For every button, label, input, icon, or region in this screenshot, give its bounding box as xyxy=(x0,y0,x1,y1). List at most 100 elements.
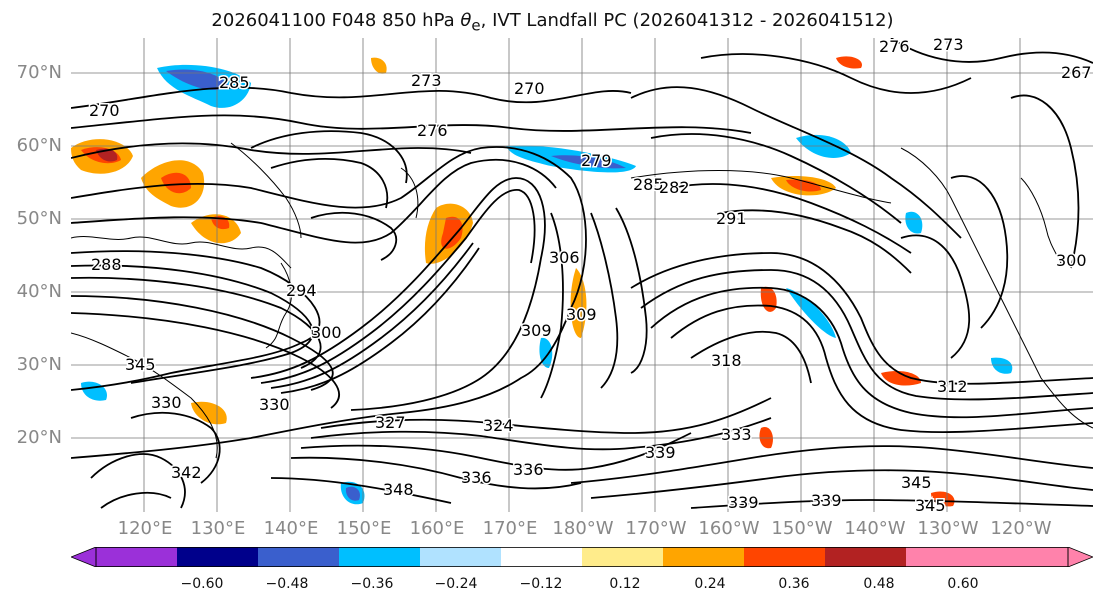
contour-line xyxy=(310,417,772,451)
shade-blob xyxy=(786,179,821,192)
contour-label: 333 xyxy=(721,425,752,444)
contour-label: 324 xyxy=(483,416,514,435)
contour-label: 270 xyxy=(89,101,120,120)
colorbar-segment xyxy=(663,547,745,567)
lon-label: 140°W xyxy=(844,518,906,539)
lat-label: 40°N xyxy=(16,281,62,302)
theta-e-contours xyxy=(71,38,1093,509)
colorbar-segment xyxy=(582,547,664,567)
contour-label: 282 xyxy=(659,178,690,197)
contour-line xyxy=(280,247,480,394)
coastline xyxy=(1020,177,1062,264)
coastline xyxy=(71,332,218,459)
colorbar-segment xyxy=(177,547,259,567)
lat-label: 60°N xyxy=(16,135,62,156)
contour-line xyxy=(950,175,1009,329)
colorbar-tick-label: −0.36 xyxy=(350,576,394,592)
shade-blob xyxy=(441,216,463,249)
contour-line xyxy=(720,209,912,274)
coastline xyxy=(900,147,1093,429)
colorbar-tick-label: −0.60 xyxy=(180,576,224,592)
contour-label: 336 xyxy=(513,460,544,479)
contour-line xyxy=(615,207,648,374)
contour-labels: 276 273 273 270 270 276 279 285 291 288 294 300 306 3… xyxy=(88,38,1094,512)
lon-label: 150°W xyxy=(771,518,833,539)
contour-label: 300 xyxy=(1056,251,1087,270)
lon-label: 120°W xyxy=(990,518,1052,539)
shade-blob xyxy=(796,134,851,158)
contour-line xyxy=(900,234,971,359)
lon-label: 120°E xyxy=(117,518,173,539)
contour-line xyxy=(650,286,1093,419)
colorbar-segment xyxy=(96,547,178,567)
shade-blob xyxy=(836,56,862,69)
colorbar-max-extend xyxy=(1067,547,1093,567)
graticule xyxy=(71,38,1093,512)
contour-line xyxy=(90,453,186,509)
contour-label: 348 xyxy=(383,480,414,499)
colorbar-segment xyxy=(339,547,421,567)
contour-line xyxy=(590,469,1093,499)
shade-blob xyxy=(570,268,587,338)
contour-line xyxy=(71,312,340,409)
shade-blob xyxy=(345,486,360,501)
lon-label: 130°W xyxy=(917,518,979,539)
contour-line xyxy=(71,250,321,391)
contour-line xyxy=(71,295,334,391)
contour-line xyxy=(260,189,536,384)
contour-label: 345 xyxy=(125,355,156,374)
contour-label: 306 xyxy=(549,248,580,267)
lon-label: 160°W xyxy=(698,518,760,539)
colorbar-tick-label: −0.12 xyxy=(519,576,563,592)
colorbar-tick-label: 0.12 xyxy=(609,576,641,592)
contour-line xyxy=(270,242,474,389)
shade-blob xyxy=(905,211,923,234)
contour-line xyxy=(71,276,322,369)
lon-label: 170°E xyxy=(482,518,538,539)
contour-label: 345 xyxy=(915,496,946,512)
contour-label: 309 xyxy=(566,305,597,324)
coastline xyxy=(630,170,892,204)
shade-blob xyxy=(881,371,921,386)
contour-label: 273 xyxy=(933,38,964,54)
colorbar-segment xyxy=(258,547,340,567)
contour-line xyxy=(690,330,812,384)
contour-line xyxy=(270,157,389,209)
coastline xyxy=(71,236,292,269)
contour-line xyxy=(540,212,564,399)
contour-line xyxy=(130,411,221,484)
coastlines xyxy=(71,142,1093,459)
contour-label: 288 xyxy=(91,255,122,274)
contour-line xyxy=(71,146,587,459)
colorbar-tick-label: −0.24 xyxy=(434,576,478,592)
contour-line xyxy=(320,397,772,434)
shade-blob xyxy=(191,214,241,244)
contour-line xyxy=(71,264,314,384)
contour-label: 291 xyxy=(716,209,747,228)
contour-line xyxy=(670,304,1093,434)
colorbar-min-extend xyxy=(71,547,97,567)
contour-label: 267 xyxy=(1061,63,1092,82)
contour-label: 339 xyxy=(645,443,676,462)
contour-line xyxy=(630,252,1093,385)
contour-line xyxy=(71,86,632,109)
colorbar-segment xyxy=(825,547,907,567)
lat-label: 50°N xyxy=(16,208,62,229)
colorbar-tick-label: −0.48 xyxy=(265,576,309,592)
contour-line xyxy=(670,183,912,254)
contour-line xyxy=(890,38,1093,64)
contour-label: 339 xyxy=(811,491,842,510)
contour-line xyxy=(570,445,1093,484)
coastline xyxy=(230,142,302,239)
map-canvas: 276 273 273 270 270 276 279 285 291 288 294 300 306 3… xyxy=(71,38,1093,512)
contour-line xyxy=(310,211,398,261)
coastline xyxy=(400,167,419,219)
lon-label: 160°E xyxy=(409,518,465,539)
colorbar-tick-label: 0.24 xyxy=(694,576,726,592)
shade-blob xyxy=(991,357,1013,374)
contour-label: 294 xyxy=(286,281,317,300)
shade-blob xyxy=(161,172,191,194)
title-theta-subscript: e xyxy=(471,16,481,35)
contour-label: 330 xyxy=(259,395,290,414)
colorbar-tick-label: 0.60 xyxy=(947,576,979,592)
